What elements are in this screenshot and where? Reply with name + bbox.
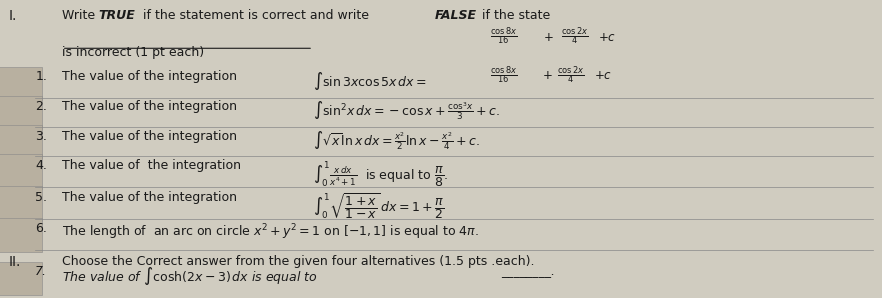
Text: 3.: 3. [35, 130, 47, 143]
Text: The value of the integration: The value of the integration [62, 100, 236, 113]
Text: The length of  an arc on circle $x^2+y^2=1$ on $[-1,1]$ is equal to $4\pi$.: The length of an arc on circle $x^2+y^2=… [62, 222, 479, 242]
Text: The value of  the integration: The value of the integration [62, 159, 241, 173]
Text: if the state: if the state [478, 9, 550, 22]
Text: 7.: 7. [35, 265, 48, 278]
Text: $+ c$: $+ c$ [594, 69, 612, 82]
Text: Choose the Correct answer from the given four alternatives (1.5 pts .each).: Choose the Correct answer from the given… [62, 255, 534, 268]
Text: $\int \sqrt{x}\ln x\,dx = \frac{x^2}{2}\ln x - \frac{x^2}{4} + c.$: $\int \sqrt{x}\ln x\,dx = \frac{x^2}{2}\… [313, 130, 480, 152]
FancyBboxPatch shape [0, 218, 42, 252]
Text: I.: I. [9, 9, 17, 23]
Text: The value of $\int \cosh(2x-3)\,dx$ is equal to: The value of $\int \cosh(2x-3)\,dx$ is e… [62, 265, 318, 287]
Text: ________.: ________. [501, 265, 555, 278]
Text: $\int \sin^2\!x\,dx = -\cos x + \frac{\cos^3\!x}{3} + c.$: $\int \sin^2\!x\,dx = -\cos x + \frac{\c… [313, 100, 500, 122]
Text: The value of the integration: The value of the integration [62, 191, 236, 204]
Text: is incorrect (1 pt each): is incorrect (1 pt each) [62, 46, 204, 59]
Text: TRUE: TRUE [99, 9, 136, 22]
Text: 2.: 2. [35, 100, 47, 113]
Text: $\int_0^1 \frac{x\,dx}{x^4+1}$  is equal to $\dfrac{\pi}{8}$.: $\int_0^1 \frac{x\,dx}{x^4+1}$ is equal … [313, 159, 448, 190]
Text: $+$: $+$ [542, 69, 552, 82]
Text: $\frac{\cos 8x}{16}$: $\frac{\cos 8x}{16}$ [490, 25, 517, 47]
FancyBboxPatch shape [0, 125, 42, 158]
Text: 1.: 1. [35, 70, 47, 83]
Text: II.: II. [9, 255, 21, 269]
Text: $+$: $+$ [543, 31, 554, 44]
Text: The value of the integration: The value of the integration [62, 70, 236, 83]
Text: $\frac{\cos 2x}{4}$: $\frac{\cos 2x}{4}$ [561, 25, 588, 47]
Text: $+ c$: $+ c$ [598, 31, 617, 44]
Text: Write: Write [62, 9, 99, 22]
FancyBboxPatch shape [0, 154, 42, 189]
Text: 6.: 6. [35, 222, 47, 235]
FancyBboxPatch shape [0, 96, 42, 129]
Text: FALSE: FALSE [435, 9, 477, 22]
FancyBboxPatch shape [0, 262, 42, 295]
FancyBboxPatch shape [0, 186, 42, 221]
Text: 5.: 5. [35, 191, 48, 204]
Text: $\frac{\cos 8x}{16}$: $\frac{\cos 8x}{16}$ [490, 64, 517, 86]
Text: The value of the integration: The value of the integration [62, 130, 236, 143]
Text: $\int \sin 3x\cos 5x\,dx =$: $\int \sin 3x\cos 5x\,dx =$ [313, 70, 427, 92]
FancyBboxPatch shape [0, 67, 42, 100]
Text: if the statement is correct and write: if the statement is correct and write [139, 9, 373, 22]
Text: $\int_0^1 \sqrt{\dfrac{1+x}{1-x}}\,dx = 1 + \dfrac{\pi}{2}$: $\int_0^1 \sqrt{\dfrac{1+x}{1-x}}\,dx = … [313, 191, 445, 221]
Text: $\frac{\cos 2x}{4}$: $\frac{\cos 2x}{4}$ [557, 64, 585, 86]
Text: 4.: 4. [35, 159, 47, 173]
